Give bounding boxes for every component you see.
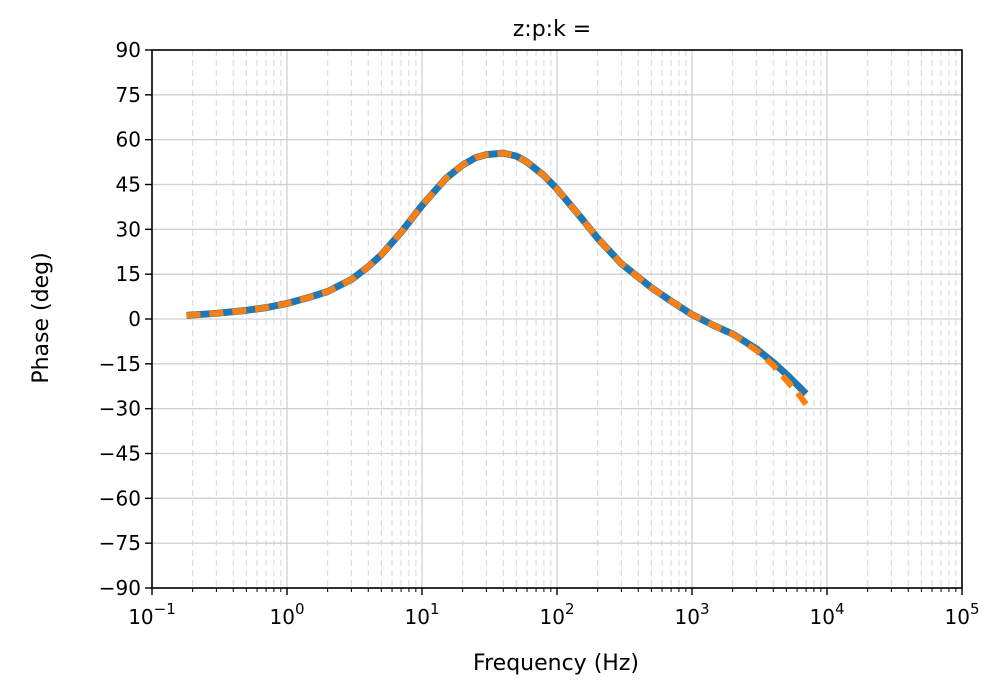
y-axis-label: Phase (deg) [29,252,54,383]
y-axis-ticks: 90 75 60 45 30 15 0 −15 −30 −45 −60 −75 −90 [99,38,152,600]
x-tick-exponent: 3 [700,600,710,618]
x-tick-label: 10−1 [128,600,176,629]
y-tick-label: 15 [116,262,141,286]
x-tick-label: 101 [405,600,440,629]
y-tick-label: 0 [128,307,141,331]
y-tick-label: 90 [116,38,141,62]
plot-lines [186,149,809,406]
x-tick-exponent: 5 [970,600,980,618]
y-tick-label: −15 [99,352,141,376]
x-tick-base: 10 [405,605,430,629]
y-tick-label: −90 [99,576,141,600]
x-tick-exponent: −1 [154,600,176,618]
x-tick-base: 10 [128,605,153,629]
x-tick-base: 10 [540,605,565,629]
x-tick-base: 10 [270,605,295,629]
series-line-dashed [186,150,809,406]
x-tick-label: 105 [945,600,980,629]
y-tick-label: 60 [116,128,141,152]
x-tick-base: 10 [675,605,700,629]
x-tick-exponent: 1 [430,600,440,618]
x-tick-base: 10 [810,605,835,629]
x-axis-label: Frequency (Hz) [473,651,639,676]
x-tick-exponent: 2 [565,600,575,618]
chart-title: z:p:k = [513,17,592,42]
x-axis-ticks: 10−1 100 101 102 103 104 105 [128,588,980,629]
y-tick-label: 30 [116,217,141,241]
x-tick-exponent: 0 [295,600,305,618]
y-tick-label: −45 [99,442,141,466]
x-tick-label: 100 [270,600,305,629]
y-tick-label: 75 [116,83,141,107]
y-tick-label: −30 [99,397,141,421]
x-tick-label: 104 [810,600,845,629]
y-tick-label: −75 [99,531,141,555]
y-tick-label: 45 [116,173,141,197]
x-tick-label: 103 [675,600,710,629]
major-grid [151,49,963,589]
x-tick-base: 10 [945,605,970,629]
x-tick-label: 102 [540,600,575,629]
y-tick-label: −60 [99,486,141,510]
x-tick-exponent: 4 [835,600,845,618]
